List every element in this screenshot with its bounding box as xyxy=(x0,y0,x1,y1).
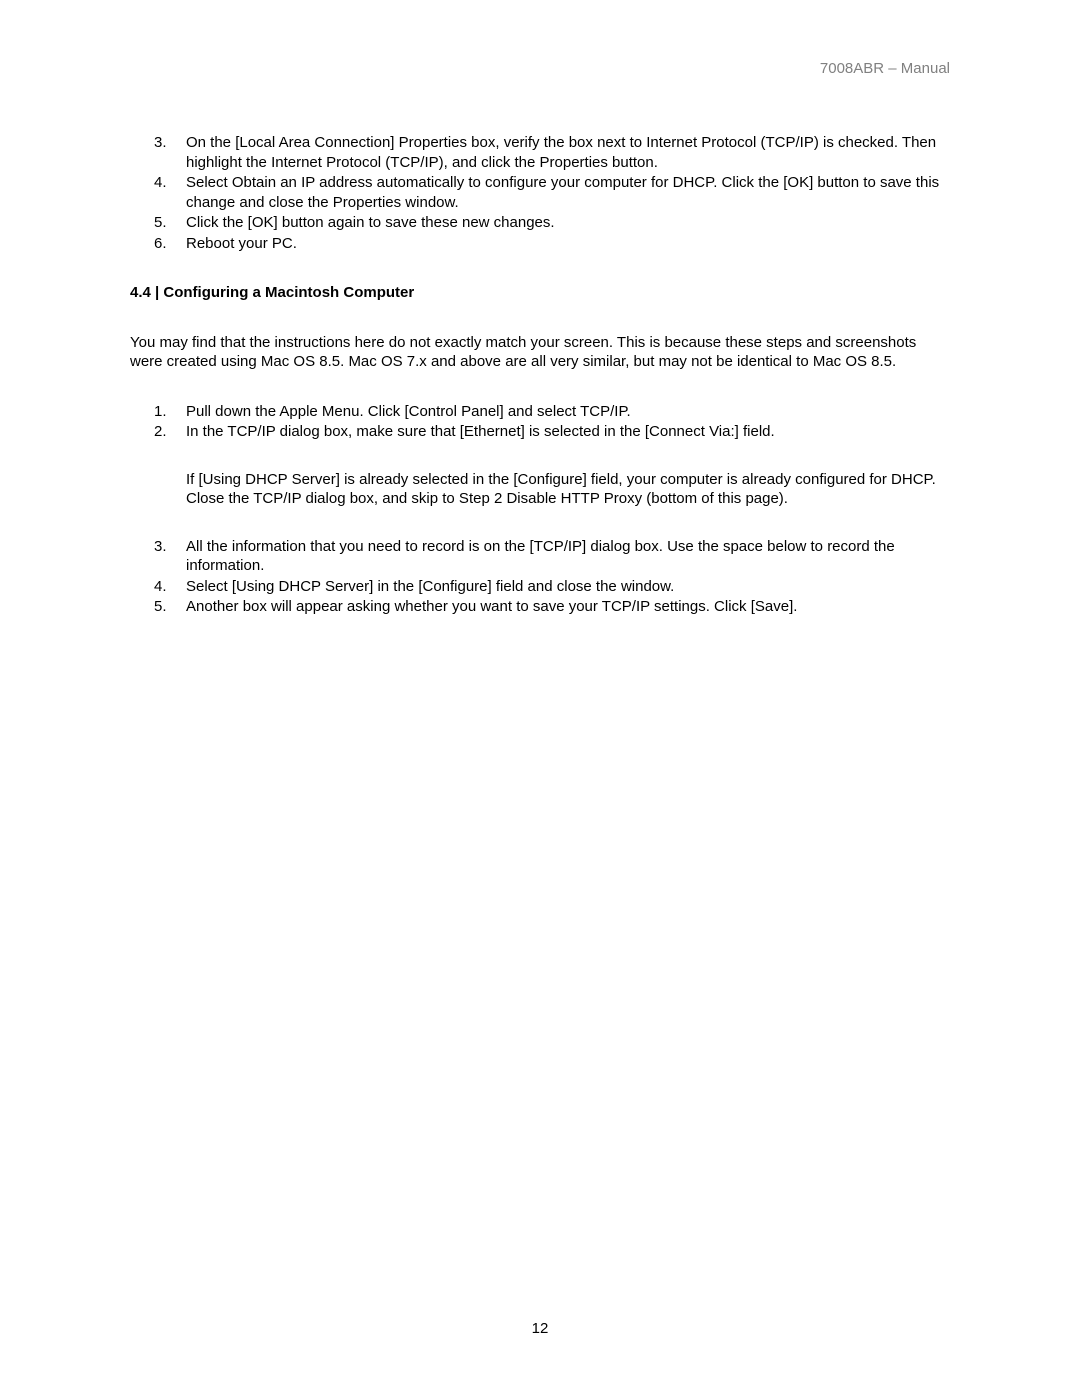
page-header: 7008ABR – Manual xyxy=(130,60,950,77)
list-item: 5. Click the [OK] button again to save t… xyxy=(186,213,950,233)
list-item: 5. Another box will appear asking whethe… xyxy=(186,597,950,617)
list-text: Select [Using DHCP Server] in the [Confi… xyxy=(186,578,674,595)
list-text: Another box will appear asking whether y… xyxy=(186,598,797,615)
list-number: 4. xyxy=(154,577,167,597)
list-number: 5. xyxy=(154,213,167,233)
list-text: Reboot your PC. xyxy=(186,235,297,252)
paragraph: You may find that the instructions here … xyxy=(130,333,950,372)
list-number: 3. xyxy=(154,537,167,557)
list-number: 2. xyxy=(154,422,167,442)
list-item: 4. Select Obtain an IP address automatic… xyxy=(186,173,950,212)
list-text: All the information that you need to rec… xyxy=(186,538,895,575)
list-item: 6. Reboot your PC. xyxy=(186,234,950,254)
page-content: 3. On the [Local Area Connection] Proper… xyxy=(130,133,950,617)
list-item: 1. Pull down the Apple Menu. Click [Cont… xyxy=(186,402,950,422)
document-page: 7008ABR – Manual 3. On the [Local Area C… xyxy=(0,0,1080,617)
list-text: On the [Local Area Connection] Propertie… xyxy=(186,134,936,171)
list-text: In the TCP/IP dialog box, make sure that… xyxy=(186,423,775,440)
page-number: 12 xyxy=(0,1320,1080,1337)
list-text: Pull down the Apple Menu. Click [Control… xyxy=(186,403,631,420)
list-item: 2. In the TCP/IP dialog box, make sure t… xyxy=(186,422,950,509)
list-item: 3. All the information that you need to … xyxy=(186,537,950,576)
list-number: 4. xyxy=(154,173,167,193)
list-text: Click the [OK] button again to save thes… xyxy=(186,214,555,231)
ordered-list-1: 3. On the [Local Area Connection] Proper… xyxy=(130,133,950,253)
ordered-list-2: 1. Pull down the Apple Menu. Click [Cont… xyxy=(130,402,950,617)
list-item: 3. On the [Local Area Connection] Proper… xyxy=(186,133,950,172)
section-heading: 4.4 | Configuring a Macintosh Computer xyxy=(130,283,950,303)
list-number: 5. xyxy=(154,597,167,617)
list-item: 4. Select [Using DHCP Server] in the [Co… xyxy=(186,577,950,597)
list-number: 3. xyxy=(154,133,167,153)
list-number: 1. xyxy=(154,402,167,422)
list-text: Select Obtain an IP address automaticall… xyxy=(186,174,939,211)
sub-paragraph: If [Using DHCP Server] is already select… xyxy=(186,470,950,509)
list-number: 6. xyxy=(154,234,167,254)
